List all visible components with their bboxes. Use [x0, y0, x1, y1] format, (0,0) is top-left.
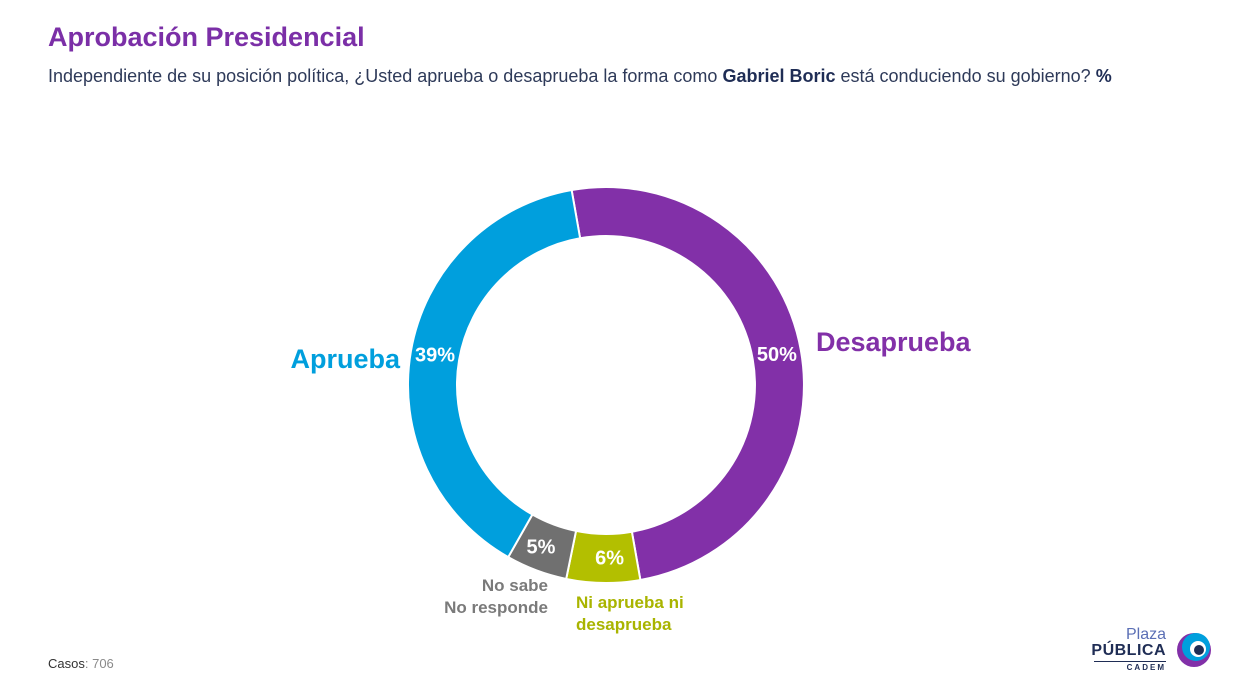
donut-slices — [407, 186, 805, 584]
donut-slice-3 — [407, 188, 582, 559]
subtitle-question-start: Independiente de su posición política, ¿… — [48, 66, 723, 86]
slice-value-labels: 50% 6% 5% 39% — [415, 344, 797, 570]
logo-text-plaza: Plaza — [1125, 626, 1166, 643]
slice-value-label-0: 50% — [757, 344, 797, 366]
sample-size-note: Casos: 706 — [48, 656, 114, 671]
category-label-aprueba: Aprueba — [290, 344, 401, 374]
slice-value-label-1: 6% — [595, 547, 624, 569]
category-label-desaprueba: Desaprueba — [816, 327, 972, 357]
slice-value-label-2: 5% — [527, 536, 556, 558]
subtitle-question-end: está conduciendo su gobierno? — [835, 66, 1096, 86]
category-label-ni-line1: Ni aprueba ni — [576, 593, 684, 612]
donut-slice-0 — [570, 186, 805, 582]
logo-text-cadem: CADEM — [1094, 661, 1166, 672]
plaza-publica-cadem-logo: Plaza PÚBLICA CADEM — [1091, 624, 1224, 674]
logo-swirl-icon — [1177, 633, 1211, 667]
slice-value-label-3: 39% — [415, 344, 455, 366]
subtitle-unit: % — [1095, 66, 1112, 86]
logo-text-publica: PÚBLICA — [1091, 642, 1166, 659]
subtitle-president-name: Gabriel Boric — [722, 66, 836, 86]
category-label-ns-line2: No responde — [444, 598, 548, 617]
cases-label: Casos — [48, 656, 85, 671]
category-label-ns-line1: No sabe — [482, 576, 548, 595]
cases-value: : 706 — [84, 656, 114, 671]
chart-subtitle: Independiente de su posición política, ¿… — [48, 64, 1158, 89]
category-label-ni-line2: desaprueba — [576, 615, 672, 634]
chart-title: Aprobación Presidencial — [48, 22, 365, 52]
